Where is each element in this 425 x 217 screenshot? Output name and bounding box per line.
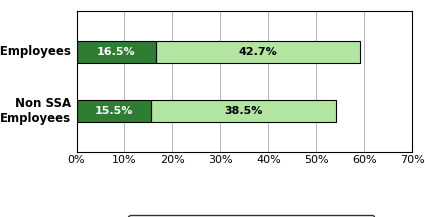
Text: 16.5%: 16.5% [97,47,136,57]
Legend: Very Satisfied, Somewhat Satisfied: Very Satisfied, Somewhat Satisfied [128,215,374,217]
Bar [151,100,335,122]
Bar [76,100,151,122]
Bar [76,41,156,63]
Text: 38.5%: 38.5% [224,106,262,116]
Text: 42.7%: 42.7% [239,47,278,57]
Bar [156,41,360,63]
Text: 15.5%: 15.5% [94,106,133,116]
